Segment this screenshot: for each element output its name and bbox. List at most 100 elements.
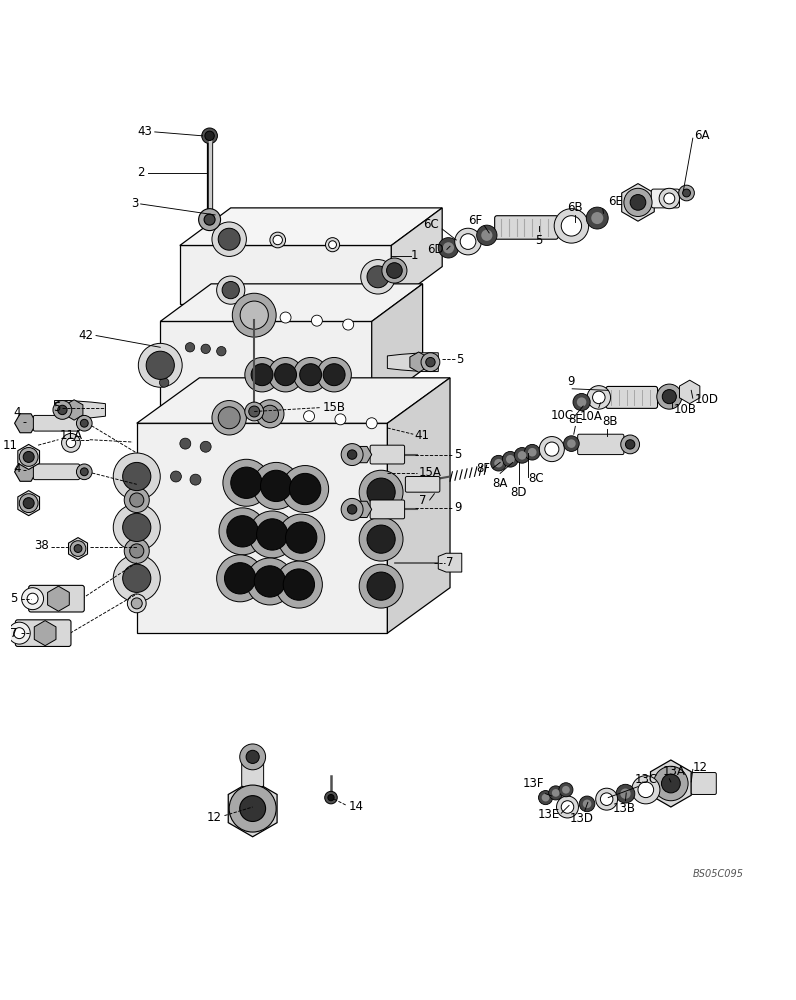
Circle shape bbox=[130, 544, 144, 558]
Polygon shape bbox=[14, 414, 37, 433]
Circle shape bbox=[657, 384, 682, 409]
Circle shape bbox=[559, 783, 573, 797]
Circle shape bbox=[123, 462, 151, 491]
Circle shape bbox=[347, 450, 357, 459]
Circle shape bbox=[282, 466, 329, 513]
Circle shape bbox=[229, 785, 276, 832]
Text: 13D: 13D bbox=[570, 812, 594, 825]
Circle shape bbox=[159, 378, 169, 387]
Circle shape bbox=[455, 228, 482, 255]
Polygon shape bbox=[392, 208, 443, 304]
Circle shape bbox=[123, 564, 151, 592]
FancyBboxPatch shape bbox=[370, 500, 404, 519]
Circle shape bbox=[556, 796, 579, 818]
Polygon shape bbox=[34, 621, 56, 646]
Text: 6D: 6D bbox=[427, 243, 443, 256]
Polygon shape bbox=[353, 446, 372, 463]
Circle shape bbox=[620, 789, 630, 799]
Circle shape bbox=[275, 364, 297, 386]
Circle shape bbox=[199, 209, 220, 231]
Circle shape bbox=[76, 464, 92, 480]
Circle shape bbox=[66, 438, 76, 448]
Text: 6F: 6F bbox=[468, 214, 482, 227]
Circle shape bbox=[494, 459, 503, 467]
Circle shape bbox=[477, 225, 497, 245]
Polygon shape bbox=[228, 780, 277, 837]
Circle shape bbox=[245, 357, 279, 392]
Circle shape bbox=[421, 353, 440, 372]
Text: 6A: 6A bbox=[694, 129, 710, 142]
Circle shape bbox=[227, 516, 258, 547]
Circle shape bbox=[528, 448, 537, 457]
Text: 2: 2 bbox=[137, 166, 145, 179]
Circle shape bbox=[74, 545, 82, 552]
Circle shape bbox=[260, 470, 292, 502]
Circle shape bbox=[212, 222, 247, 256]
Circle shape bbox=[587, 207, 608, 229]
Circle shape bbox=[587, 386, 611, 409]
Text: 5: 5 bbox=[53, 401, 60, 414]
Text: 13A: 13A bbox=[663, 765, 686, 778]
Polygon shape bbox=[372, 284, 423, 408]
Circle shape bbox=[335, 414, 345, 425]
Circle shape bbox=[325, 791, 338, 804]
Text: 13C: 13C bbox=[635, 773, 658, 786]
Text: 42: 42 bbox=[79, 329, 94, 342]
Polygon shape bbox=[439, 553, 462, 572]
Text: 12: 12 bbox=[693, 761, 708, 774]
Text: 10D: 10D bbox=[694, 393, 718, 406]
Text: 8D: 8D bbox=[511, 486, 527, 499]
Text: 13E: 13E bbox=[537, 808, 560, 821]
Text: 15B: 15B bbox=[323, 401, 346, 414]
Circle shape bbox=[367, 572, 395, 600]
Circle shape bbox=[23, 451, 34, 462]
Circle shape bbox=[283, 569, 314, 600]
Circle shape bbox=[139, 343, 182, 387]
Circle shape bbox=[583, 800, 591, 808]
Circle shape bbox=[542, 794, 549, 801]
Circle shape bbox=[347, 505, 357, 514]
Polygon shape bbox=[18, 491, 40, 516]
Text: BS05C095: BS05C095 bbox=[693, 869, 743, 879]
Circle shape bbox=[579, 796, 595, 812]
Circle shape bbox=[443, 242, 454, 253]
Polygon shape bbox=[680, 380, 700, 404]
Circle shape bbox=[19, 448, 38, 466]
Circle shape bbox=[341, 498, 363, 520]
FancyBboxPatch shape bbox=[405, 477, 440, 492]
Circle shape bbox=[290, 473, 321, 505]
Polygon shape bbox=[137, 423, 388, 633]
Circle shape bbox=[577, 397, 587, 407]
Circle shape bbox=[223, 459, 270, 506]
Polygon shape bbox=[160, 321, 372, 408]
Circle shape bbox=[256, 519, 288, 550]
Circle shape bbox=[124, 538, 150, 563]
Circle shape bbox=[70, 541, 86, 556]
Circle shape bbox=[127, 594, 146, 613]
Text: 8F: 8F bbox=[477, 462, 491, 475]
Circle shape bbox=[562, 786, 570, 794]
Text: 6C: 6C bbox=[423, 218, 439, 231]
Circle shape bbox=[661, 774, 681, 793]
Text: 8E: 8E bbox=[568, 413, 583, 426]
Polygon shape bbox=[388, 353, 439, 372]
FancyBboxPatch shape bbox=[15, 620, 71, 646]
Circle shape bbox=[382, 258, 407, 283]
Circle shape bbox=[294, 357, 328, 392]
Circle shape bbox=[506, 455, 515, 464]
Circle shape bbox=[600, 793, 613, 805]
Text: 5: 5 bbox=[536, 234, 543, 247]
Text: 11A: 11A bbox=[60, 429, 83, 442]
Circle shape bbox=[217, 555, 263, 602]
Circle shape bbox=[180, 438, 191, 449]
Circle shape bbox=[254, 566, 286, 597]
Circle shape bbox=[517, 451, 526, 460]
Circle shape bbox=[201, 128, 217, 144]
Circle shape bbox=[491, 455, 506, 471]
Text: 5: 5 bbox=[456, 353, 463, 366]
Circle shape bbox=[212, 401, 247, 435]
Circle shape bbox=[27, 593, 38, 604]
Circle shape bbox=[299, 364, 322, 386]
Text: 10A: 10A bbox=[579, 410, 603, 423]
Circle shape bbox=[591, 212, 603, 224]
